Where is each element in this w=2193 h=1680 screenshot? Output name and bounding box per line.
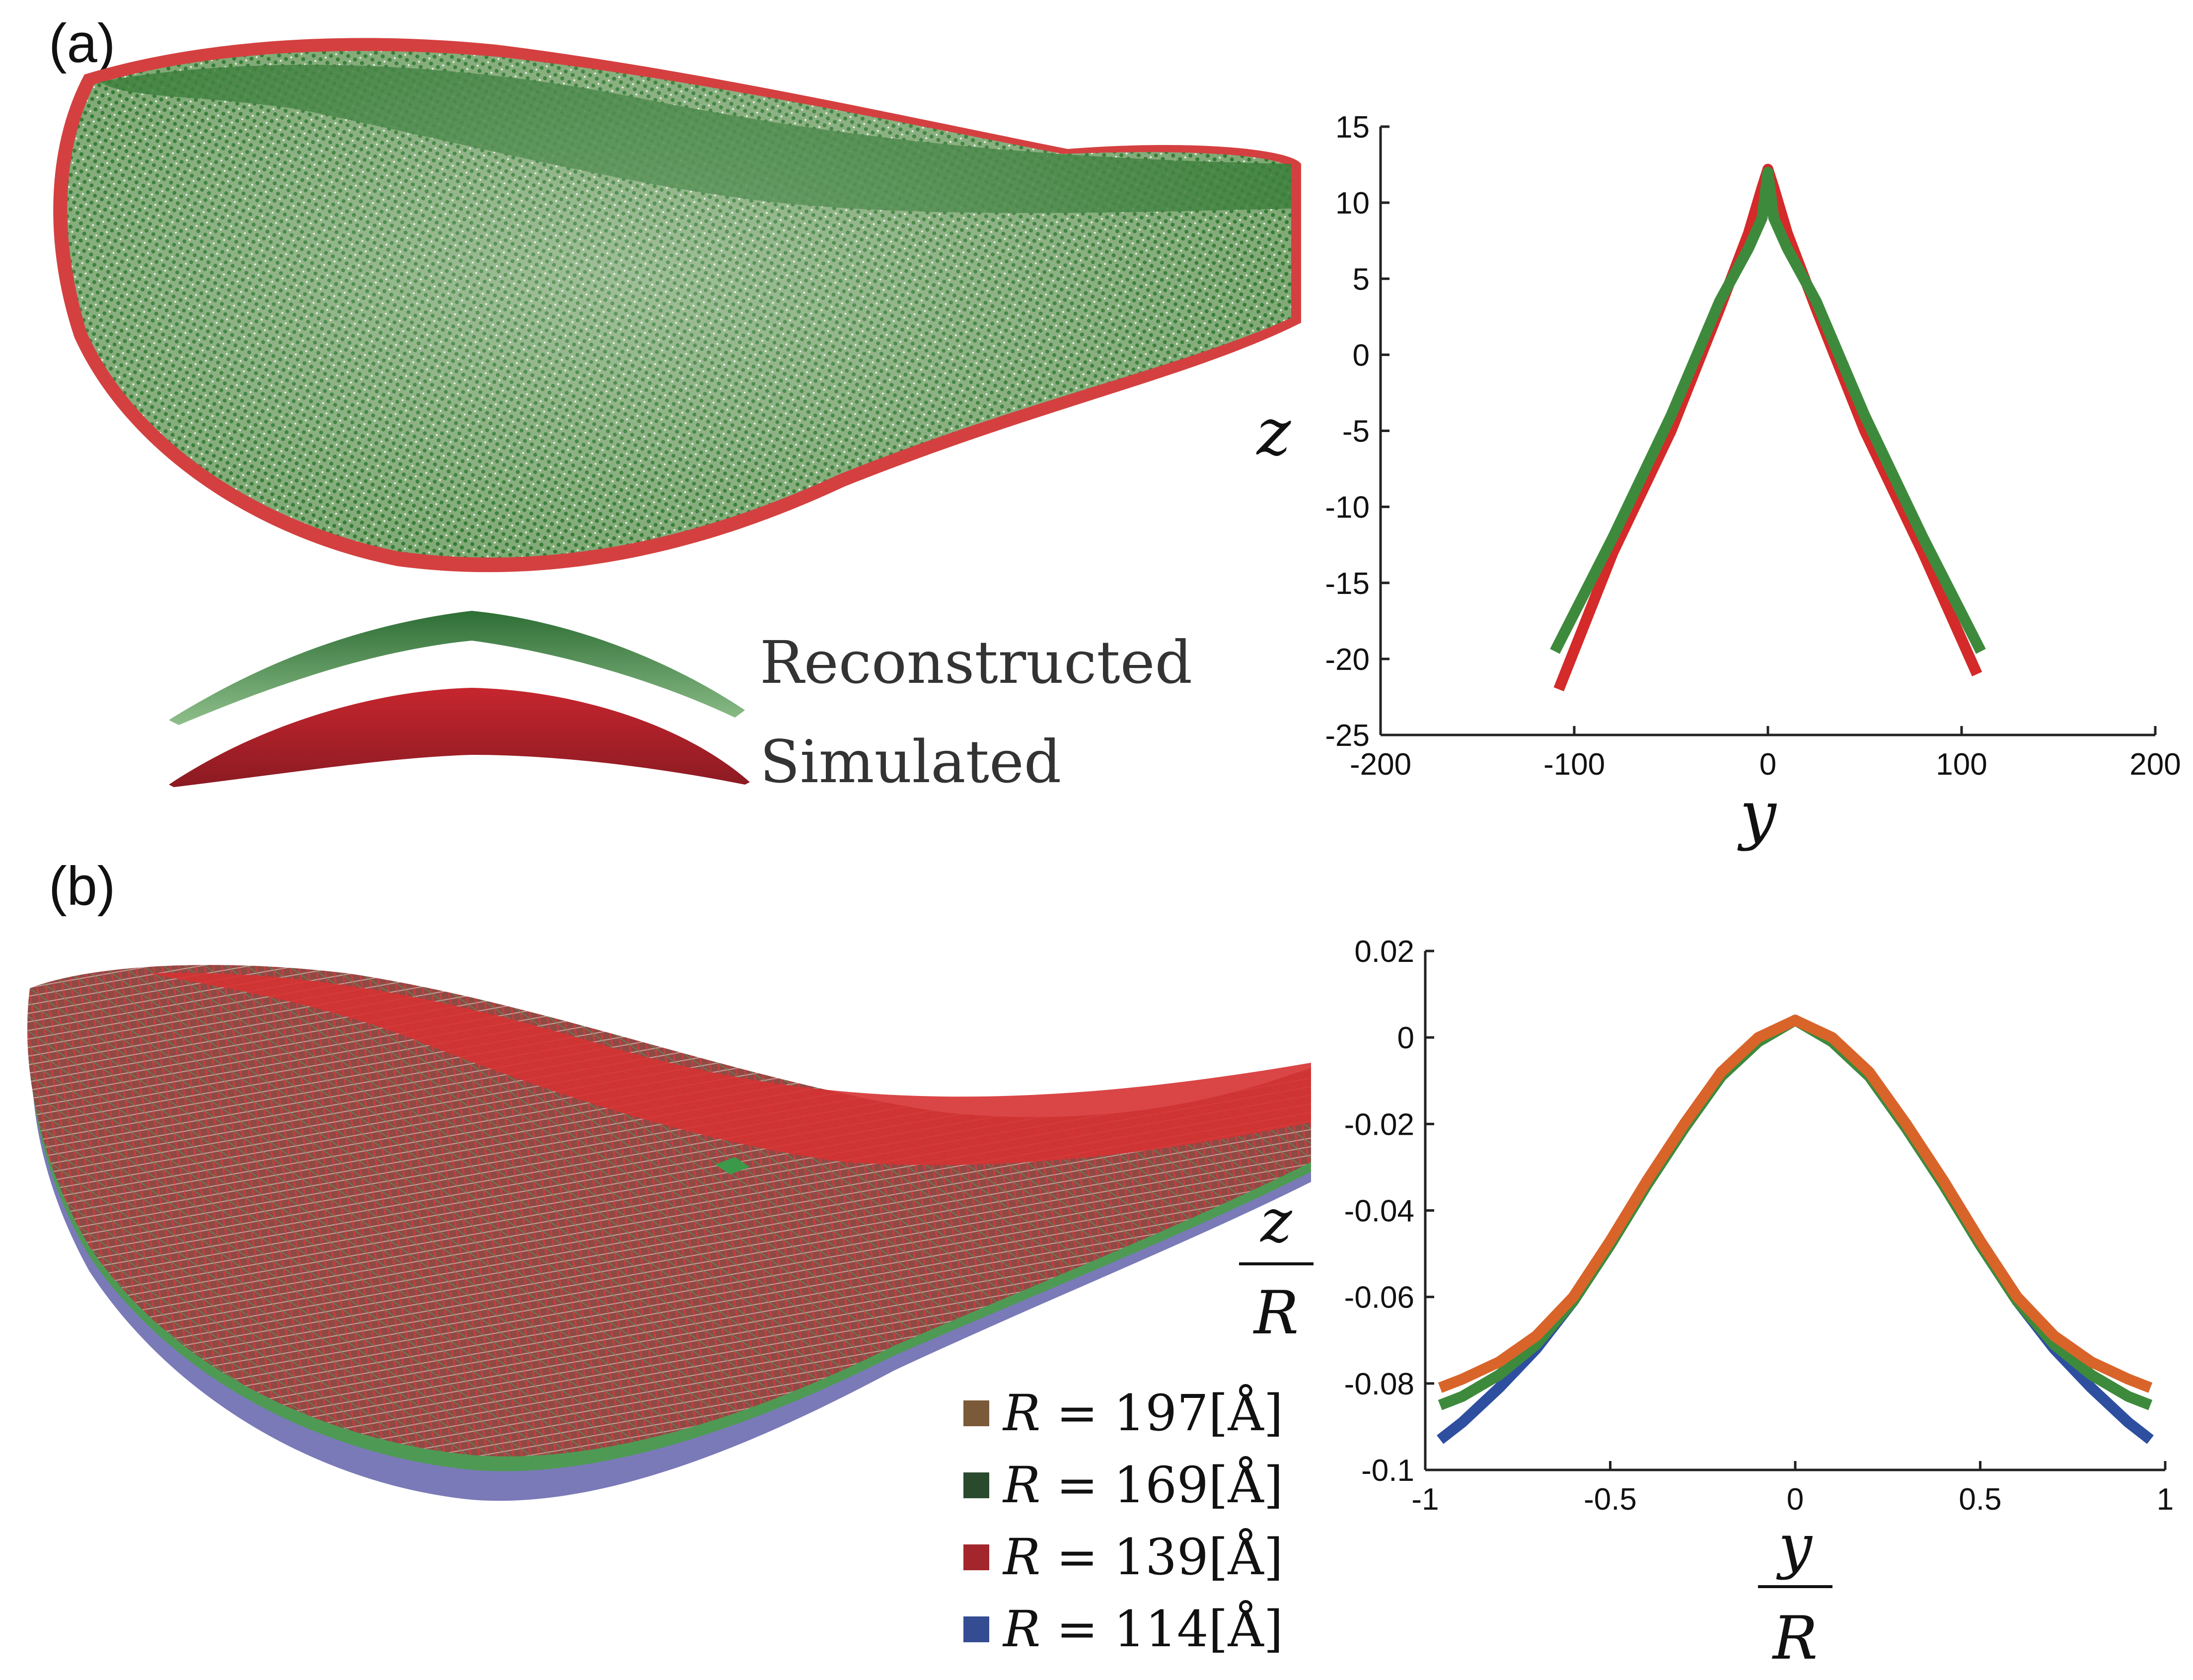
- chart-a-series-line: [1550, 166, 1986, 654]
- chart-b-xtick-label: -0.5: [1584, 1482, 1637, 1517]
- chart-a-ytick-label: -25: [1325, 719, 1370, 753]
- chart-b-xtick-label: -1: [1411, 1482, 1439, 1517]
- chart-a-ytick-label: -10: [1325, 491, 1370, 525]
- legend-symbol: R: [1002, 1528, 1040, 1586]
- panel-a-label: (a): [49, 13, 115, 74]
- legend-b: R = 197[Å]R = 169[Å]R = 139[Å]R = 114[Å]: [963, 1384, 1283, 1658]
- chart-a-ytick-label: 10: [1335, 186, 1370, 220]
- legend-symbol: R: [1002, 1384, 1040, 1442]
- legend-symbol: R: [1002, 1456, 1040, 1514]
- legend-value: = 114[Å]: [1040, 1600, 1283, 1658]
- legend-value: = 169[Å]: [1040, 1456, 1283, 1514]
- lattice-red-sheet-b: [27, 965, 1311, 1457]
- lattice-render-b: [27, 965, 1312, 1501]
- chart-a-xtick-label: 200: [2129, 747, 2181, 782]
- chart-a-series-line: [1553, 163, 1982, 692]
- lattice-render-a: [53, 38, 1302, 573]
- chart-b-ylabel-numerator: z: [1259, 1187, 1292, 1256]
- legend-swatch: [963, 1544, 989, 1570]
- chart-b-xtick-label: 0: [1787, 1482, 1804, 1517]
- chart-a-ytick-label: -15: [1325, 567, 1370, 601]
- chart-b-ytick-label: -0.04: [1344, 1194, 1414, 1229]
- chart-a-ytick-label: 0: [1353, 338, 1370, 372]
- reconstructed-render: [169, 611, 745, 725]
- chart-a-xtick-label: 0: [1759, 747, 1776, 782]
- chart-a-ytick-label: -5: [1342, 415, 1370, 449]
- chart-b-ytick-label: 0: [1397, 1021, 1414, 1055]
- lattice-defect-marker: [715, 1157, 750, 1174]
- simulated-render: [169, 688, 750, 787]
- chart-b-ytick-label: 0.02: [1354, 935, 1414, 969]
- chart-a-ylabel: z: [1256, 394, 1292, 470]
- chart-a-ytick-label: 15: [1335, 110, 1370, 145]
- legend-swatch: [963, 1472, 989, 1498]
- legend-value: = 197[Å]: [1040, 1384, 1283, 1442]
- legend-entry-label: R = 114[Å]: [1002, 1600, 1283, 1658]
- chart-b: 0.02 0 -0.02 -0.04 -0.06 -0.08 -0.1-1 -0.5 0 0.5 1…: [1239, 935, 2174, 1673]
- chart-a-xtick-label: -200: [1350, 747, 1411, 782]
- chart-b-series-line: [1438, 1015, 2153, 1393]
- chart-b-xlabel-denominator: R: [1772, 1604, 1818, 1673]
- chart-b-ytick-label: -0.02: [1344, 1107, 1414, 1142]
- chart-b-series-line: [1437, 1015, 2154, 1444]
- simulated-shape: [169, 688, 750, 787]
- simulated-label: Simulated: [760, 728, 1061, 796]
- chart-b-ytick-label: -0.08: [1344, 1367, 1414, 1401]
- lattice-red-ridge-b: [149, 972, 1311, 1166]
- panel-b-label: (b): [49, 856, 115, 917]
- legend-entry-label: R = 139[Å]: [1002, 1528, 1283, 1586]
- chart-a-xtick-label: 100: [1936, 747, 1987, 782]
- reconstructed-label: Reconstructed: [760, 628, 1192, 697]
- chart-b-series-line: [1438, 1015, 2153, 1410]
- chart-b-xtick-label: 1: [2157, 1482, 2174, 1517]
- chart-a-xlabel: y: [1737, 777, 1777, 852]
- legend-value: = 139[Å]: [1040, 1528, 1283, 1586]
- chart-a-xtick-label: -100: [1543, 747, 1605, 782]
- legend-swatch: [963, 1616, 989, 1642]
- chart-b-ytick-label: -0.06: [1344, 1281, 1414, 1315]
- reconstructed-shape: [169, 611, 745, 725]
- lattice-sheen-a: [67, 51, 1292, 558]
- legend-symbol: R: [1002, 1600, 1040, 1658]
- legend-entry-label: R = 169[Å]: [1002, 1456, 1283, 1514]
- chart-a-ytick-label: -20: [1325, 643, 1370, 677]
- chart-a: 15 10 5 0 -5 -10 -15 -20 -25-200 -100 0 100 200 y z: [1256, 110, 2181, 852]
- chart-b-ylabel-denominator: R: [1253, 1279, 1299, 1348]
- chart-a-ytick-label: 5: [1353, 262, 1370, 296]
- legend-entry-label: R = 197[Å]: [1002, 1384, 1283, 1442]
- legend-swatch: [963, 1400, 989, 1426]
- chart-b-xlabel-numerator: y: [1776, 1512, 1813, 1581]
- chart-b-xtick-label: 0.5: [1959, 1482, 2001, 1517]
- chart-b-ytick-label: -0.1: [1361, 1454, 1414, 1488]
